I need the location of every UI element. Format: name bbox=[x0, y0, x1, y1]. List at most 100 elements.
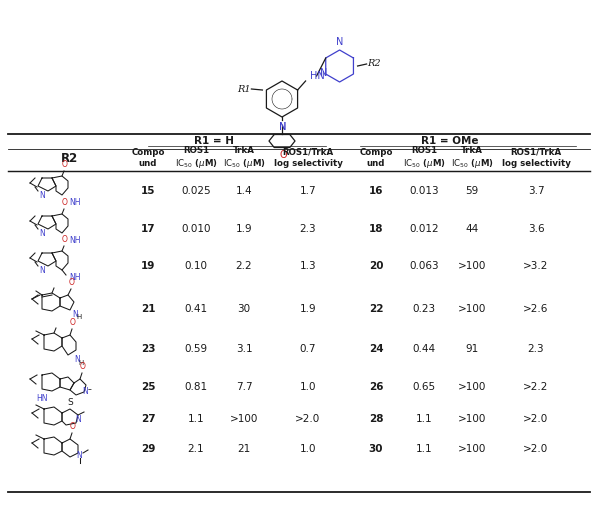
Text: 28: 28 bbox=[369, 414, 383, 424]
Text: NH: NH bbox=[69, 236, 80, 245]
Text: 0.013: 0.013 bbox=[409, 186, 439, 196]
Text: N: N bbox=[320, 68, 327, 78]
Text: 30: 30 bbox=[369, 444, 383, 454]
Text: N: N bbox=[76, 451, 82, 459]
Text: N: N bbox=[74, 355, 80, 364]
Text: O: O bbox=[62, 235, 68, 244]
Text: 27: 27 bbox=[141, 414, 156, 424]
Text: –: – bbox=[88, 385, 92, 394]
Text: >100: >100 bbox=[458, 304, 486, 314]
Text: 30: 30 bbox=[237, 304, 250, 314]
Text: 1.1: 1.1 bbox=[188, 414, 204, 424]
Text: 7.7: 7.7 bbox=[235, 382, 252, 392]
Text: H: H bbox=[76, 314, 82, 320]
Text: 15: 15 bbox=[141, 186, 155, 196]
Text: TrkA
$\mathrm{IC}_{50}$ ($\mu$M): TrkA $\mathrm{IC}_{50}$ ($\mu$M) bbox=[451, 146, 493, 170]
Text: 1.7: 1.7 bbox=[300, 186, 316, 196]
Text: O: O bbox=[69, 278, 75, 287]
Text: 3.6: 3.6 bbox=[527, 224, 544, 234]
Text: 2.1: 2.1 bbox=[188, 444, 204, 454]
Text: 2.3: 2.3 bbox=[300, 224, 316, 234]
Text: R2: R2 bbox=[61, 152, 79, 164]
Text: R1 = OMe: R1 = OMe bbox=[421, 136, 479, 146]
Text: 29: 29 bbox=[141, 444, 155, 454]
Text: HN: HN bbox=[36, 394, 48, 403]
Text: N: N bbox=[336, 37, 343, 47]
Text: >100: >100 bbox=[458, 261, 486, 271]
Text: 17: 17 bbox=[141, 224, 156, 234]
Text: Compo
und: Compo und bbox=[131, 148, 164, 168]
Text: 0.063: 0.063 bbox=[409, 261, 439, 271]
Text: 1.9: 1.9 bbox=[235, 224, 252, 234]
Text: 0.010: 0.010 bbox=[181, 224, 211, 234]
Text: >100: >100 bbox=[458, 382, 486, 392]
Text: 0.81: 0.81 bbox=[184, 382, 207, 392]
Text: 0.44: 0.44 bbox=[412, 344, 436, 354]
Text: N: N bbox=[280, 123, 287, 132]
Text: 1.0: 1.0 bbox=[300, 382, 316, 392]
Text: NH: NH bbox=[69, 273, 80, 282]
Text: >2.2: >2.2 bbox=[523, 382, 549, 392]
Text: >2.0: >2.0 bbox=[523, 444, 549, 454]
Text: 0.41: 0.41 bbox=[184, 304, 207, 314]
Text: 0.65: 0.65 bbox=[412, 382, 436, 392]
Text: >3.2: >3.2 bbox=[523, 261, 549, 271]
Text: 59: 59 bbox=[465, 186, 479, 196]
Text: 20: 20 bbox=[369, 261, 383, 271]
Text: 2.2: 2.2 bbox=[235, 261, 252, 271]
Text: O: O bbox=[62, 198, 68, 207]
Text: O: O bbox=[80, 362, 86, 371]
Text: N: N bbox=[280, 122, 287, 132]
Text: 25: 25 bbox=[141, 382, 155, 392]
Text: O: O bbox=[70, 318, 76, 327]
Text: 44: 44 bbox=[465, 224, 479, 234]
Text: 26: 26 bbox=[369, 382, 383, 392]
Text: N: N bbox=[39, 229, 45, 238]
Text: R2: R2 bbox=[368, 59, 381, 68]
Text: 91: 91 bbox=[465, 344, 479, 354]
Text: 1.0: 1.0 bbox=[300, 444, 316, 454]
Text: 3.1: 3.1 bbox=[235, 344, 252, 354]
Text: 1.1: 1.1 bbox=[415, 414, 432, 424]
Text: R1 = H: R1 = H bbox=[194, 136, 234, 146]
Text: N: N bbox=[82, 387, 88, 396]
Text: R1: R1 bbox=[237, 85, 250, 93]
Text: S: S bbox=[67, 398, 73, 407]
Text: >100: >100 bbox=[458, 414, 486, 424]
Text: 0.23: 0.23 bbox=[412, 304, 436, 314]
Text: 1.1: 1.1 bbox=[415, 444, 432, 454]
Text: O: O bbox=[62, 160, 68, 169]
Text: N: N bbox=[39, 191, 45, 200]
Text: >100: >100 bbox=[230, 414, 258, 424]
Text: Compo
und: Compo und bbox=[359, 148, 393, 168]
Text: N: N bbox=[39, 266, 45, 275]
Text: O: O bbox=[70, 422, 76, 431]
Text: ROS1/TrkA
log selectivity: ROS1/TrkA log selectivity bbox=[502, 148, 570, 168]
Text: 19: 19 bbox=[141, 261, 155, 271]
Text: 2.3: 2.3 bbox=[527, 344, 544, 354]
Text: >2.0: >2.0 bbox=[523, 414, 549, 424]
Text: 1.3: 1.3 bbox=[300, 261, 316, 271]
Text: ROS1
$\mathrm{IC}_{50}$ ($\mu$M): ROS1 $\mathrm{IC}_{50}$ ($\mu$M) bbox=[175, 146, 218, 170]
Text: ROS1/TrkA
log selectivity: ROS1/TrkA log selectivity bbox=[274, 148, 343, 168]
Text: 0.10: 0.10 bbox=[185, 261, 207, 271]
Text: 0.012: 0.012 bbox=[409, 224, 439, 234]
Text: 1.9: 1.9 bbox=[300, 304, 316, 314]
Text: 3.7: 3.7 bbox=[527, 186, 544, 196]
Text: 1.4: 1.4 bbox=[235, 186, 252, 196]
Text: >2.6: >2.6 bbox=[523, 304, 549, 314]
Text: 0.7: 0.7 bbox=[300, 344, 316, 354]
Text: N: N bbox=[75, 415, 81, 423]
Text: N: N bbox=[72, 310, 78, 319]
Text: >100: >100 bbox=[458, 444, 486, 454]
Text: 0.025: 0.025 bbox=[181, 186, 211, 196]
Text: 0.59: 0.59 bbox=[184, 344, 207, 354]
Text: 18: 18 bbox=[369, 224, 383, 234]
Text: 23: 23 bbox=[141, 344, 155, 354]
Text: TrkA
$\mathrm{IC}_{50}$ ($\mu$M): TrkA $\mathrm{IC}_{50}$ ($\mu$M) bbox=[223, 146, 265, 170]
Text: 24: 24 bbox=[369, 344, 383, 354]
Text: NH: NH bbox=[69, 198, 80, 207]
Text: 16: 16 bbox=[369, 186, 383, 196]
Text: HN: HN bbox=[309, 71, 324, 81]
Text: ROS1
$\mathrm{IC}_{50}$ ($\mu$M): ROS1 $\mathrm{IC}_{50}$ ($\mu$M) bbox=[403, 146, 445, 170]
